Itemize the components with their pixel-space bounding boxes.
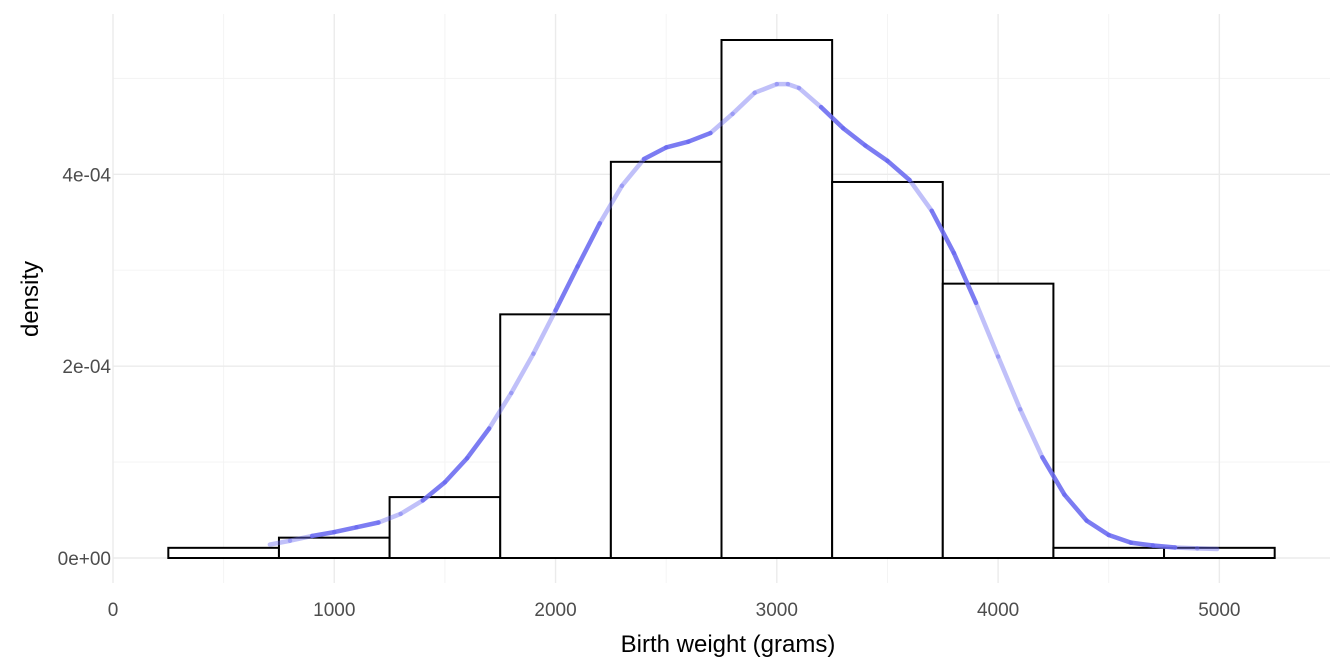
density-curve-segment [597,183,625,226]
density-curve-segment [907,177,934,213]
density-curve-segment [575,220,603,269]
density-curve-segment [1084,518,1111,538]
density-curve-segment [398,498,426,517]
density-curve-segment [1040,455,1067,497]
histogram-bar [1052,546,1166,559]
density-curve-segment [486,390,514,431]
density-curve [267,81,1220,552]
density-curve-segment [420,479,448,503]
histogram-bar [167,546,280,559]
x-tick-label: 4000 [977,600,1019,621]
density-curve-segment [951,250,979,306]
histogram-bars [167,39,1276,559]
density-curve-segment [730,90,757,117]
y-tick-label: 2e-04 [62,357,111,378]
x-tick-label: 1000 [313,600,355,621]
density-curve-segment [1062,492,1089,523]
density-curve-segment [354,520,381,530]
density-curve-segment [796,85,824,110]
density-curve-segment [708,111,735,136]
axis-tick-labels: 0 1000 2000 3000 4000 5000 0e+00 2e-04 4e-04 [58,165,1241,621]
density-curve-segment [885,158,912,183]
density-curve-segment [1128,540,1156,548]
density-curve-segment [641,145,669,162]
density-curve-segment [818,104,846,131]
x-tick-label: 0 [108,600,119,621]
density-curve-segment [995,354,1023,412]
density-curve-segment [376,511,403,525]
density-curve-segment [442,455,470,485]
density-curve-segment [929,208,957,256]
density-curve-segment [509,351,536,396]
density-curve-segment [619,156,647,189]
density-curve-segment [663,139,691,150]
x-tick-label: 3000 [756,600,798,621]
density-curve-segment [287,533,315,543]
histogram-bar [720,39,834,559]
density-curve-segment [1172,545,1200,551]
histogram-bar [609,160,723,559]
x-axis-title: Birth weight (grams) [621,631,836,658]
y-tick-label: 0e+00 [58,549,111,570]
y-axis-title: density [17,261,44,337]
x-tick-label: 5000 [1198,600,1240,621]
y-tick-label: 4e-04 [62,165,111,186]
density-curve-segment [553,264,580,313]
density-curve-segment [464,426,492,461]
histogram-bar [499,313,612,559]
density-curve-segment [332,525,359,535]
histogram-bar [941,282,1055,559]
density-curve-segment [785,81,802,91]
x-tick-label: 2000 [534,600,576,621]
density-curve-segment [267,538,293,547]
density-curve-segment [973,300,1001,359]
density-curve-segment [1150,543,1178,550]
density-curve-segment [309,529,337,539]
density-curve-segment [1106,532,1134,545]
histogram-bar [831,180,944,559]
density-curve-segment [1017,407,1045,460]
histogram-bar [388,496,502,559]
density-curve-segment [752,81,780,96]
density-curve-segment [1194,546,1220,552]
density-curve-segment [686,130,713,144]
density-curve-segment [863,143,890,164]
histogram-bar [1163,546,1276,559]
density-curve-segment [840,126,868,148]
density-curve-segment [531,308,558,356]
